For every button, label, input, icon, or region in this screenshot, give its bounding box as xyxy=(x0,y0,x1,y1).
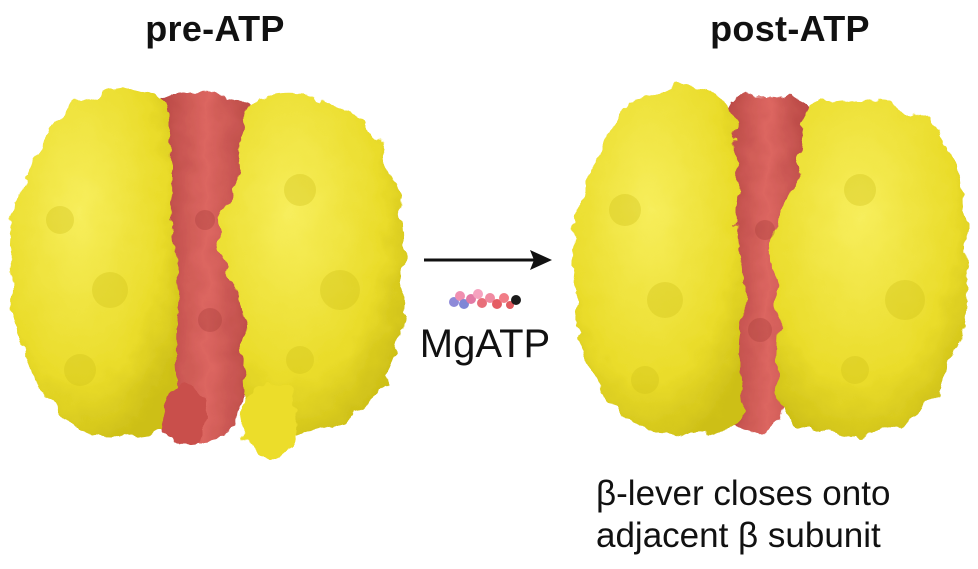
post-right-beta-subunit xyxy=(771,97,967,436)
mgatp-label: MgATP xyxy=(419,322,551,366)
post-atp-title: post-ATP xyxy=(710,8,870,49)
post-atp-structure xyxy=(573,87,967,437)
caption-line-1: β-lever closes onto xyxy=(596,474,891,513)
reaction-arrow-icon xyxy=(424,250,552,270)
pre-central-subunit xyxy=(158,92,255,441)
pre-left-beta-subunit xyxy=(11,87,182,437)
post-left-beta-subunit xyxy=(573,87,745,437)
caption-line-2: adjacent β subunit xyxy=(596,516,881,555)
mgatp-molecule-icon xyxy=(449,289,521,309)
pre-right-beta-subunit xyxy=(217,93,404,434)
pre-atp-structure xyxy=(11,87,404,458)
pre-atp-title: pre-ATP xyxy=(145,8,285,49)
